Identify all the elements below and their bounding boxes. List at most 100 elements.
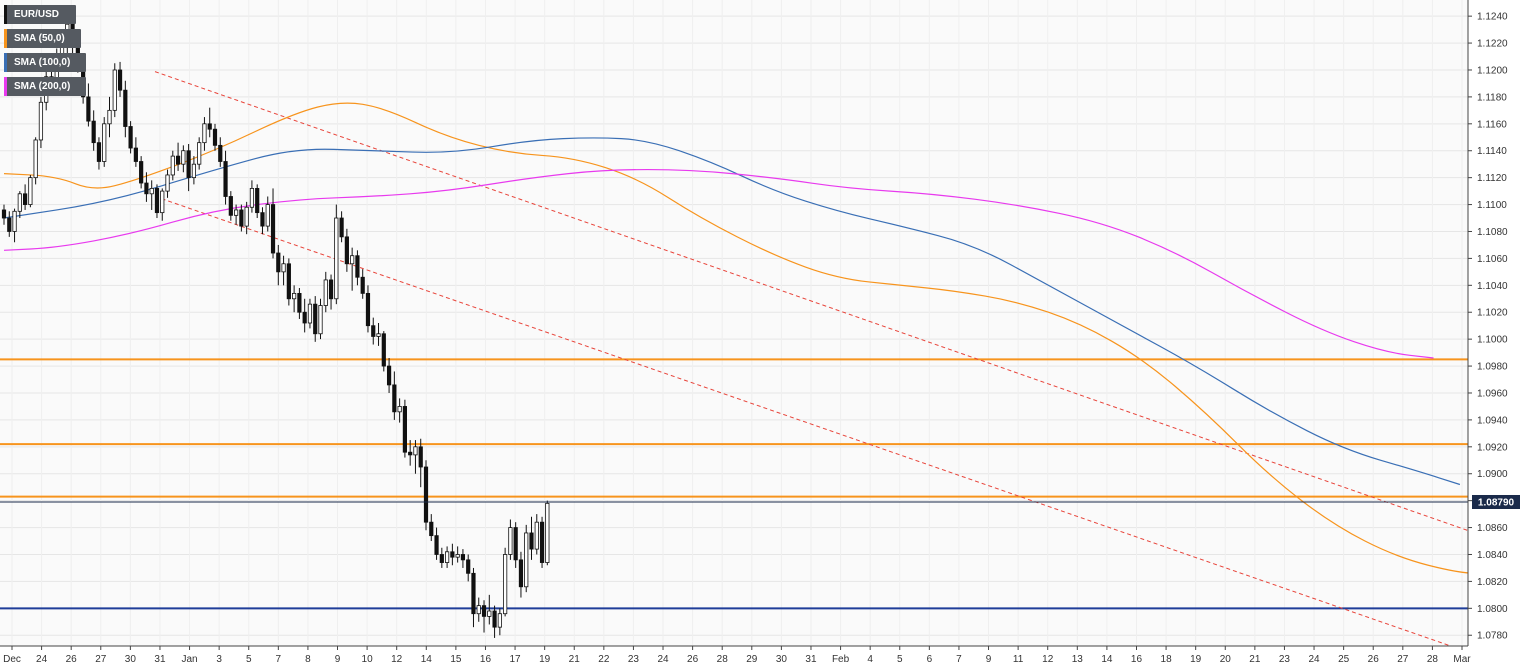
candle-body [439, 554, 444, 563]
candle-body [128, 126, 133, 149]
last-price-value: 1.08790 [1478, 497, 1515, 508]
legend-swatch [4, 53, 7, 72]
candle-body [392, 384, 397, 413]
candle-body [471, 572, 476, 615]
x-tick-label: 21 [1249, 654, 1261, 665]
candle [255, 184, 260, 219]
candle [508, 519, 513, 560]
candle-body [133, 147, 138, 162]
candle [355, 250, 360, 286]
legend-item-sma-200[interactable]: SMA (200,0) [4, 77, 86, 96]
candle-body [397, 406, 402, 413]
candle [233, 204, 239, 225]
x-tick-label: 28 [1427, 654, 1439, 665]
candle-body [466, 559, 471, 574]
x-tick-label: Jan [181, 654, 197, 665]
candle [418, 438, 423, 488]
x-tick-label: 26 [66, 654, 78, 665]
candle-body [376, 333, 381, 337]
candle-body [487, 610, 492, 617]
candle [487, 594, 492, 625]
candle-body [223, 161, 228, 197]
candle [96, 137, 102, 170]
candle-body [96, 142, 102, 162]
candle-body [529, 532, 534, 550]
candle [175, 142, 181, 171]
x-tick-label: 7 [276, 654, 282, 665]
legend-item-sma-100[interactable]: SMA (100,0) [4, 53, 86, 72]
y-tick-label: 1.1060 [1477, 254, 1508, 265]
candle-body [350, 255, 355, 265]
candle-body [429, 521, 434, 537]
candle [281, 255, 286, 286]
candle [202, 117, 207, 151]
y-tick-label: 1.1160 [1477, 119, 1507, 130]
candle [22, 184, 28, 210]
x-tick-label: 4 [867, 654, 873, 665]
candle [503, 547, 508, 617]
legend-item-eurusd[interactable]: EUR/USD [4, 5, 76, 24]
x-tick-label: 8 [305, 654, 311, 665]
x-tick-label: 31 [805, 654, 817, 665]
candle [524, 524, 529, 593]
candle-body [86, 96, 91, 122]
candle [91, 110, 96, 151]
x-axis-panel [0, 646, 1468, 669]
candle-body [165, 174, 170, 192]
candle [444, 546, 450, 568]
candle [38, 96, 44, 149]
candle [307, 298, 313, 329]
legend-swatch [4, 77, 7, 96]
candle [149, 180, 154, 210]
legend-item-sma-50[interactable]: SMA (50,0) [4, 29, 81, 48]
candle [439, 547, 444, 568]
y-tick-label: 1.0980 [1477, 362, 1508, 373]
candle-body [313, 303, 318, 335]
candle-body [276, 252, 281, 273]
candle-body [207, 123, 212, 130]
candle-body [297, 292, 302, 313]
candle [381, 331, 386, 372]
candle [244, 201, 249, 235]
candle [408, 440, 413, 466]
candle-body [365, 292, 371, 327]
candle [492, 605, 497, 638]
candle [249, 180, 255, 213]
candle-body [270, 204, 276, 254]
candle-body [91, 120, 96, 144]
candle-body [112, 69, 117, 111]
candle-body [265, 204, 270, 227]
x-tick-label: 30 [776, 654, 788, 665]
x-tick-label: 6 [927, 654, 933, 665]
candle [260, 207, 265, 235]
candle [186, 144, 191, 192]
candle [313, 296, 318, 342]
candle [397, 398, 402, 423]
candle [518, 551, 524, 598]
candle [181, 145, 186, 173]
x-tick-label: 5 [246, 654, 252, 665]
candle-body [244, 206, 249, 227]
candle [423, 460, 429, 531]
candle [539, 516, 545, 568]
candle-body [160, 190, 165, 214]
candle-body [102, 123, 107, 162]
candle-body [191, 163, 196, 179]
candle [450, 543, 455, 566]
x-tick-label: 20 [1220, 654, 1232, 665]
candle-body [170, 155, 175, 176]
candle [212, 123, 218, 151]
candle-body [418, 446, 423, 468]
candle-body [149, 188, 154, 195]
candle-body [260, 212, 265, 227]
candle [371, 317, 376, 345]
candle [497, 608, 502, 636]
x-tick-label: 25 [1338, 654, 1350, 665]
candle [102, 117, 107, 167]
x-tick-label: 14 [1101, 654, 1113, 665]
x-tick-label: 24 [36, 654, 48, 665]
x-tick-label: 16 [480, 654, 492, 665]
candle [545, 500, 550, 566]
y-tick-label: 1.0840 [1477, 550, 1508, 561]
